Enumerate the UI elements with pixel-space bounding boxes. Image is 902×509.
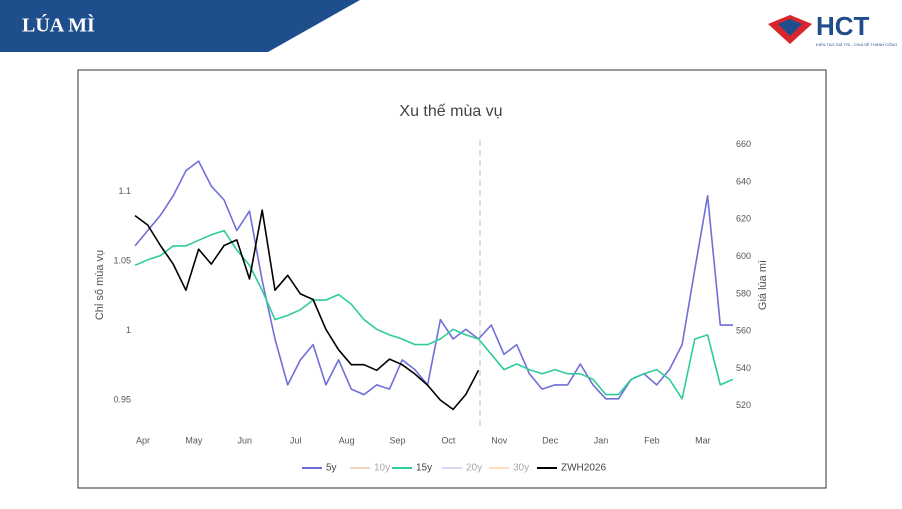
legend-label[interactable]: 30y <box>513 463 529 474</box>
logo: HCT KIẾN TẠO GIÁ TRỊ - CHIA SẺ THÀNH CÔN… <box>768 11 897 47</box>
y-tick-label: 1.05 <box>113 256 131 266</box>
legend-label[interactable]: ZWH2026 <box>561 463 606 474</box>
y2-axis-label: Giá lúa mì <box>757 260 769 310</box>
logo-tagline: KIẾN TẠO GIÁ TRỊ - CHIA SẺ THÀNH CÔNG <box>816 42 897 47</box>
x-tick-label: Jan <box>594 435 609 445</box>
legend-label[interactable]: 20y <box>466 463 482 474</box>
legend-label[interactable]: 10y <box>374 463 390 474</box>
y-tick-label: 1.1 <box>118 186 131 196</box>
x-tick-label: Jun <box>238 435 253 445</box>
x-tick-label: Feb <box>644 435 660 445</box>
x-tick-label: Sep <box>389 435 405 445</box>
y2-tick-label: 540 <box>736 363 751 373</box>
slide-title: LÚA MÌ <box>22 13 95 37</box>
x-tick-label: Oct <box>441 435 456 445</box>
y-axis-label: Chỉ số mùa vụ <box>94 250 106 320</box>
y2-tick-label: 640 <box>736 176 751 186</box>
x-tick-label: Aug <box>339 435 355 445</box>
series-line <box>134 229 734 400</box>
legend-label[interactable]: 15y <box>416 463 432 474</box>
y-tick-label: 0.95 <box>113 395 131 405</box>
chart-frame <box>77 69 827 489</box>
y2-tick-label: 660 <box>736 139 751 149</box>
x-tick-label: May <box>185 435 203 445</box>
plot: 0.95 1 1.05 1.1 520 540 560 580 600 620 640 660 Apr M… <box>113 139 751 473</box>
series-line <box>134 209 480 411</box>
x-tick-label: Apr <box>136 435 150 445</box>
y-tick-label: 1 <box>126 325 131 335</box>
banner <box>0 0 360 52</box>
x-tick-label: Dec <box>542 435 559 445</box>
y2-tick-label: 520 <box>736 400 751 410</box>
chart-title: Xu thế mùa vụ <box>399 103 502 120</box>
x-tick-label: Jul <box>290 435 302 445</box>
x-tick-label: Mar <box>695 435 711 445</box>
y2-tick-label: 620 <box>736 214 751 224</box>
x-tick-label: Nov <box>491 435 508 445</box>
y2-tick-label: 600 <box>736 251 751 261</box>
logo-text: HCT <box>816 11 870 41</box>
y2-tick-label: 560 <box>736 326 751 336</box>
legend-label[interactable]: 5y <box>326 463 337 474</box>
y2-tick-label: 580 <box>736 288 751 298</box>
